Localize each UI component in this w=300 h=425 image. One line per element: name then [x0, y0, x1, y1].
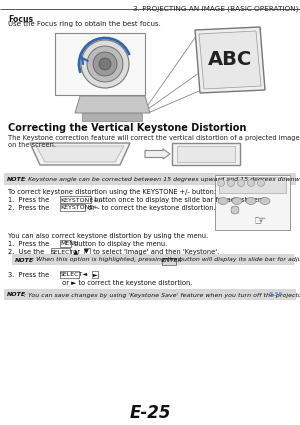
Text: SELECT▲: SELECT▲	[51, 249, 79, 254]
Text: 3. PROJECTING AN IMAGE (BASIC OPERATION): 3. PROJECTING AN IMAGE (BASIC OPERATION)	[133, 5, 298, 11]
Text: button will display its slide bar for adjustment.: button will display its slide bar for ad…	[177, 258, 300, 263]
Circle shape	[93, 52, 117, 76]
Text: NOTE: NOTE	[7, 292, 26, 298]
Bar	[59, 240, 71, 247]
Polygon shape	[195, 27, 265, 93]
Circle shape	[81, 40, 129, 88]
Text: 2.  Press the: 2. Press the	[8, 205, 52, 211]
Text: ☞: ☞	[254, 213, 266, 227]
Polygon shape	[30, 143, 130, 165]
Text: : You can save changes by using 'Keystone Save' feature when you turn off the pr: : You can save changes by using 'Keyston…	[24, 292, 300, 298]
Bar	[4, 173, 296, 185]
Bar	[4, 289, 296, 300]
Text: ▼: ▼	[85, 249, 89, 254]
Bar	[12, 254, 294, 265]
Bar	[59, 196, 91, 203]
Circle shape	[257, 179, 265, 187]
Text: 1.  Press the: 1. Press the	[8, 241, 51, 247]
Circle shape	[99, 58, 111, 70]
Bar	[59, 271, 80, 278]
Text: 1.  Press the: 1. Press the	[8, 197, 51, 203]
Text: To correct keystone distortion using the KEYSTONE +/- button:: To correct keystone distortion using the…	[8, 189, 216, 195]
Ellipse shape	[218, 198, 228, 204]
Text: E-25: E-25	[129, 404, 171, 422]
Circle shape	[227, 179, 235, 187]
Ellipse shape	[260, 198, 270, 204]
Circle shape	[218, 179, 224, 187]
Bar	[84, 248, 90, 255]
Polygon shape	[172, 143, 240, 165]
Text: You can also correct keystone distortion by using the menu.: You can also correct keystone distortion…	[8, 233, 208, 239]
Circle shape	[248, 179, 254, 187]
Text: ENTER: ENTER	[162, 258, 183, 263]
Text: NOTE: NOTE	[15, 258, 34, 263]
Text: Focus: Focus	[8, 15, 33, 24]
Bar	[55, 33, 145, 95]
Circle shape	[87, 46, 123, 82]
Text: MENU: MENU	[60, 241, 79, 246]
Polygon shape	[199, 31, 261, 89]
Text: 3.  Press the: 3. Press the	[8, 272, 51, 278]
Bar	[219, 177, 286, 193]
Bar	[50, 248, 70, 255]
Ellipse shape	[232, 198, 242, 204]
Ellipse shape	[246, 198, 256, 204]
Text: The Keystone correction feature will correct the vertical distortion of a projec: The Keystone correction feature will cor…	[8, 135, 300, 148]
Text: button once to display the slide bar for adjustment.: button once to display the slide bar for…	[92, 197, 267, 203]
Polygon shape	[75, 96, 150, 113]
FancyBboxPatch shape	[82, 113, 142, 121]
Polygon shape	[177, 146, 235, 162]
Text: ABC: ABC	[208, 49, 252, 68]
Text: : Keystone angle can be corrected between 15 degrees upward and 15 degrees downw: : Keystone angle can be corrected betwee…	[24, 176, 300, 181]
Bar	[92, 271, 98, 278]
Text: to select 'Image' and then 'Keystone'.: to select 'Image' and then 'Keystone'.	[91, 249, 219, 255]
Circle shape	[231, 206, 239, 214]
Bar	[59, 204, 85, 211]
Circle shape	[238, 179, 244, 187]
Text: : When this option is highlighted, pressing the: : When this option is highlighted, press…	[32, 258, 179, 263]
Text: Use the Focus ring to obtain the best focus.: Use the Focus ring to obtain the best fo…	[8, 21, 161, 27]
Text: or: or	[71, 249, 82, 255]
Polygon shape	[36, 146, 124, 162]
Text: or - to correct the keystone distortion.: or - to correct the keystone distortion.	[86, 205, 216, 211]
Bar	[215, 175, 290, 230]
Bar	[161, 258, 176, 264]
Text: button to display the menu.: button to display the menu.	[72, 241, 167, 247]
Text: or ► to correct the keystone distortion.: or ► to correct the keystone distortion.	[61, 280, 193, 286]
Text: NOTE: NOTE	[7, 176, 26, 181]
FancyArrow shape	[145, 149, 170, 159]
Text: KEYSTONE+/-: KEYSTONE+/-	[60, 197, 103, 202]
Text: Correcting the Vertical Keystone Distortion: Correcting the Vertical Keystone Distort…	[8, 123, 246, 133]
Text: E-35: E-35	[269, 292, 283, 298]
Text: SELECT◄: SELECT◄	[60, 272, 88, 277]
Text: ►: ►	[93, 272, 98, 277]
Text: KEYSTONE+: KEYSTONE+	[60, 205, 98, 210]
Text: 2.  Use the: 2. Use the	[8, 249, 46, 255]
